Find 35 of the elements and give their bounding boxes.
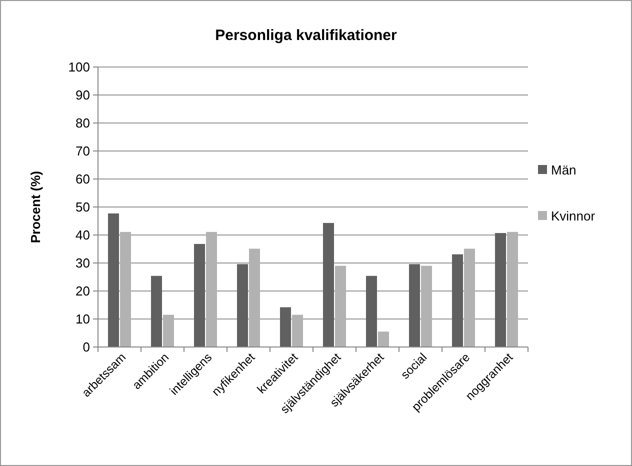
bar — [366, 276, 377, 347]
legend-label: Kvinnor — [551, 208, 596, 224]
bar — [120, 232, 131, 347]
bar — [151, 276, 162, 347]
legend-label: Män — [551, 162, 576, 178]
bar — [108, 213, 119, 347]
bar — [206, 232, 217, 347]
bar — [335, 266, 346, 347]
bar — [452, 254, 463, 347]
bar — [163, 314, 174, 347]
bar — [323, 222, 334, 347]
bar — [421, 266, 432, 347]
y-tick-label: 100 — [68, 60, 90, 75]
y-tick-label: 30 — [76, 256, 90, 271]
y-tick-label: 20 — [76, 284, 90, 299]
y-tick-label: 0 — [82, 340, 90, 355]
y-tick-label: 80 — [76, 116, 90, 131]
bar — [409, 264, 420, 347]
y-axis-title: Procent (%) — [28, 170, 43, 244]
bar — [194, 244, 205, 347]
y-tick-label: 50 — [76, 200, 90, 215]
bar — [464, 248, 475, 347]
bar — [495, 233, 506, 347]
y-tick-label: 10 — [76, 312, 90, 327]
y-tick-label: 70 — [76, 144, 90, 159]
chart-title: Personliga kvalifikationer — [215, 27, 398, 44]
bar — [378, 332, 389, 347]
y-tick-label: 90 — [76, 88, 90, 103]
bar — [507, 232, 518, 347]
y-tick-label: 40 — [76, 228, 90, 243]
bar — [237, 264, 248, 347]
bar — [249, 248, 260, 347]
bar — [280, 307, 291, 347]
y-tick-label: 60 — [76, 172, 90, 187]
bar — [292, 314, 303, 347]
